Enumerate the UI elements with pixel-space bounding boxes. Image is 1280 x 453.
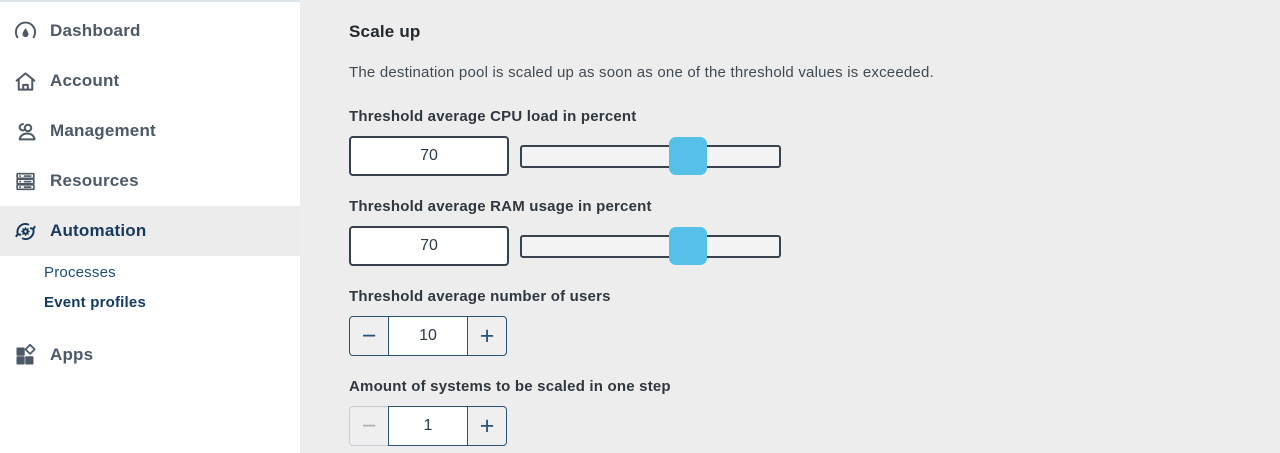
field-users-threshold: Threshold average number of users − + bbox=[349, 288, 1250, 356]
field-systems-per-step: Amount of systems to be scaled in one st… bbox=[349, 378, 1250, 446]
systems-decrement-button-disabled: − bbox=[349, 406, 389, 446]
users-icon bbox=[12, 118, 38, 144]
page-description: The destination pool is scaled up as soo… bbox=[349, 64, 934, 81]
field-label: Threshold average RAM usage in percent bbox=[349, 198, 652, 215]
field-ram-threshold: Threshold average RAM usage in percent bbox=[349, 198, 1250, 266]
ram-threshold-input[interactable] bbox=[349, 226, 509, 266]
apps-grid-icon bbox=[12, 342, 38, 368]
sidebar-item-label: Account bbox=[50, 71, 120, 90]
sidebar-item-dashboard[interactable]: Dashboard bbox=[0, 6, 300, 56]
sidebar-item-label: Apps bbox=[50, 345, 94, 364]
field-label: Threshold average CPU load in percent bbox=[349, 108, 637, 125]
automation-subnav: Processes Event profiles bbox=[0, 256, 300, 330]
gauge-icon bbox=[12, 18, 38, 44]
sidebar-item-resources[interactable]: Resources bbox=[0, 156, 300, 206]
users-threshold-stepper: − + bbox=[349, 316, 507, 356]
sidebar-item-label: Resources bbox=[50, 171, 139, 190]
users-threshold-input[interactable] bbox=[388, 316, 468, 356]
sidebar-item-account[interactable]: Account bbox=[0, 56, 300, 106]
cpu-threshold-slider-track[interactable] bbox=[520, 137, 781, 175]
main-content: Scale up The destination pool is scaled … bbox=[300, 0, 1280, 446]
servers-icon bbox=[12, 168, 38, 194]
ram-threshold-slider-handle[interactable] bbox=[669, 227, 708, 265]
home-icon bbox=[12, 68, 38, 94]
sidebar-nav: Dashboard Account Management bbox=[0, 2, 300, 380]
sidebar-item-management[interactable]: Management bbox=[0, 106, 300, 156]
sidebar: Dashboard Account Management bbox=[0, 0, 300, 453]
field-cpu-threshold: Threshold average CPU load in percent bbox=[349, 108, 1250, 176]
page-title: Scale up bbox=[349, 22, 421, 41]
systems-per-step-input[interactable] bbox=[388, 406, 468, 446]
users-increment-button[interactable]: + bbox=[467, 316, 507, 356]
sidebar-subitem-event-profiles[interactable]: Event profiles bbox=[44, 294, 146, 311]
sidebar-item-apps[interactable]: Apps bbox=[0, 330, 300, 380]
cpu-threshold-slider-handle[interactable] bbox=[669, 137, 708, 175]
sidebar-subitem-processes[interactable]: Processes bbox=[44, 264, 116, 281]
systems-per-step-stepper: − + bbox=[349, 406, 507, 446]
systems-increment-button[interactable]: + bbox=[467, 406, 507, 446]
sidebar-item-label: Management bbox=[50, 121, 156, 140]
automation-gear-icon bbox=[12, 218, 38, 244]
field-label: Threshold average number of users bbox=[349, 288, 611, 305]
sidebar-item-label: Automation bbox=[50, 221, 147, 240]
cpu-threshold-input[interactable] bbox=[349, 136, 509, 176]
sidebar-item-automation[interactable]: Automation bbox=[0, 206, 300, 256]
users-decrement-button[interactable]: − bbox=[349, 316, 389, 356]
ram-threshold-slider-track[interactable] bbox=[520, 227, 781, 265]
field-label: Amount of systems to be scaled in one st… bbox=[349, 378, 671, 395]
sidebar-item-label: Dashboard bbox=[50, 21, 141, 40]
